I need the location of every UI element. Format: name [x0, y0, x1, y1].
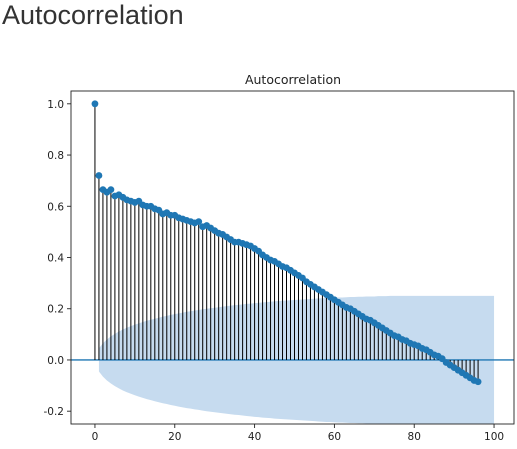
x-tick-label: 20	[168, 431, 181, 443]
x-tick-label: 0	[92, 431, 99, 443]
page-title: Autocorrelation	[2, 0, 184, 30]
stem-group	[94, 103, 479, 382]
y-tick-label: 1.0	[47, 99, 64, 111]
marker-lag-0	[91, 100, 99, 108]
marker-lag-1	[95, 172, 103, 179]
x-tick-label: 100	[484, 431, 504, 443]
chart-title: Autocorrelation	[245, 72, 341, 87]
axes-group: 0 20 40 60 80 100 -0.2 0.0 0.2 0.4 0.6 0.8 1.0	[44, 90, 515, 443]
y-tick-label: 0.0	[47, 355, 64, 367]
y-tick-label: -0.2	[44, 406, 65, 418]
marker-lag-4	[107, 186, 115, 194]
x-tick-label: 60	[328, 431, 341, 443]
y-tick-label: 0.8	[47, 150, 64, 162]
y-tick-label: 0.6	[47, 201, 64, 213]
x-tick-label: 80	[408, 431, 421, 443]
y-tick-label: 0.2	[47, 304, 64, 316]
x-tick-label: 40	[248, 431, 261, 443]
marker-lag-96	[474, 378, 482, 386]
marker-lag-26	[195, 218, 203, 226]
y-tick-label: 0.4	[47, 253, 64, 265]
marker-group	[91, 100, 482, 386]
